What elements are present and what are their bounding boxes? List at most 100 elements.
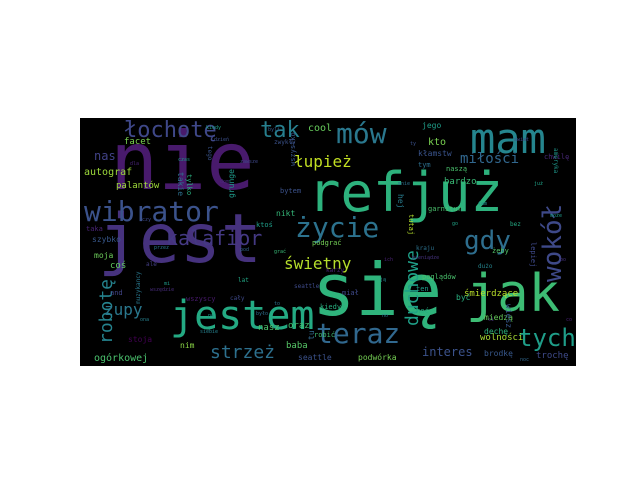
cloud-word: bytem <box>280 187 302 195</box>
cloud-word: wibrator <box>84 195 219 228</box>
cloud-word: co <box>566 317 573 323</box>
cloud-word: kiedyś <box>320 303 346 311</box>
cloud-word: seattle <box>294 283 320 290</box>
cloud-word: się <box>312 248 443 332</box>
cloud-word: kiedy <box>206 125 222 131</box>
cloud-word: miłości <box>460 151 520 167</box>
cloud-word: dom <box>220 179 230 185</box>
cloud-word: byli <box>268 127 281 133</box>
cloud-word: facet <box>124 137 152 147</box>
cloud-word: robić <box>314 331 336 339</box>
word-cloud: nie jest refjuż się jak jestem mam wibra… <box>80 118 576 366</box>
cloud-word: zwykły <box>274 139 296 146</box>
cloud-word: śmierdzące <box>464 289 519 299</box>
cloud-word: dzień <box>214 137 230 143</box>
cloud-word: nas <box>94 149 116 163</box>
cloud-word: wszyscy <box>186 295 216 303</box>
cloud-word: seattle <box>298 353 332 362</box>
cloud-word: zupy <box>104 300 143 319</box>
cloud-word: poglądów <box>422 273 456 281</box>
cloud-word: tego <box>206 146 213 161</box>
cloud-word: miał <box>342 289 359 297</box>
cloud-word: dużo <box>478 263 493 270</box>
cloud-word: jestem <box>170 293 315 339</box>
cloud-word: cool <box>308 123 333 134</box>
cloud-word: siebie <box>200 329 219 335</box>
cloud-word: strzeż <box>210 342 276 363</box>
cloud-word: trochę <box>536 351 569 361</box>
cloud-word: być <box>456 293 471 302</box>
cloud-word: lepiej <box>529 242 537 268</box>
cloud-word: and <box>110 289 123 297</box>
cloud-word: bo <box>560 257 567 263</box>
cloud-word: tak <box>260 118 300 143</box>
cloud-word: oraz <box>288 321 310 331</box>
cloud-word: muzykancy <box>135 271 142 304</box>
cloud-word: już <box>534 181 544 187</box>
cloud-word: jak <box>466 264 560 324</box>
cloud-word: bardzo <box>444 177 477 187</box>
cloud-word: lat <box>238 277 249 284</box>
cloud-word: mam <box>470 118 546 163</box>
cloud-word: żeby <box>492 247 509 255</box>
cloud-word: grunge <box>227 169 236 198</box>
cloud-word: po <box>208 313 215 319</box>
cloud-word: kalafior <box>166 226 263 250</box>
cloud-word: tym <box>418 161 431 169</box>
cloud-word: tylko <box>185 174 193 196</box>
cloud-word: zawsze <box>240 159 259 165</box>
cloud-word: chwilę <box>544 153 570 161</box>
cloud-word: kto <box>428 137 447 148</box>
cloud-word: wolności <box>480 333 524 343</box>
cloud-word: palantów <box>116 181 160 191</box>
cloud-word: taka <box>86 225 103 233</box>
cloud-word: hej <box>396 194 405 209</box>
cloud-word: tutaj <box>407 214 415 236</box>
cloud-word: świat <box>514 137 530 143</box>
cloud-word: ty <box>410 141 417 147</box>
cloud-word: cały <box>230 295 245 302</box>
cloud-word: nasz <box>258 323 280 333</box>
cloud-word: refjuż <box>308 161 504 224</box>
cloud-word: pieniądze <box>412 255 440 261</box>
cloud-word: gdy <box>464 226 511 256</box>
cloud-word: choć <box>412 307 429 315</box>
cloud-word: ją <box>380 277 387 283</box>
cloud-word: baba <box>286 341 308 351</box>
cloud-word: dechę <box>484 327 509 336</box>
cloud-word: ktoś <box>256 221 273 229</box>
cloud-word: karzy <box>326 267 345 274</box>
cloud-word: coś <box>110 261 127 271</box>
cloud-word: łochotę <box>124 118 217 143</box>
cloud-word: ameryka <box>552 148 559 174</box>
cloud-word: jego <box>422 121 442 130</box>
cloud-word: to <box>274 301 281 307</box>
cloud-word: tam <box>478 201 488 207</box>
cloud-word: bez <box>510 221 521 228</box>
cloud-word: no <box>382 313 389 319</box>
cloud-word: życie <box>295 211 380 244</box>
cloud-word: nim <box>180 341 195 350</box>
cloud-word: noc <box>520 357 530 363</box>
cloud-word: mnie <box>398 181 411 187</box>
cloud-word: wszędzie <box>150 287 175 293</box>
cloud-word: świetny <box>284 254 352 273</box>
cloud-word: ona <box>140 317 150 323</box>
cloud-word: tych <box>518 324 576 352</box>
cloud-word: mów <box>336 118 387 150</box>
cloud-word: przez <box>154 245 170 251</box>
cloud-word: tu <box>307 330 316 340</box>
cloud-word: szybko <box>92 235 121 244</box>
cloud-word: kraju <box>416 245 435 252</box>
cloud-word: ale <box>146 261 157 268</box>
cloud-word: moja <box>94 251 114 260</box>
cloud-word: podwórka <box>358 353 397 362</box>
cloud-word: podgrać <box>312 239 342 247</box>
cloud-word: ich <box>384 257 394 263</box>
cloud-word: takie <box>176 172 185 197</box>
cloud-word: jest <box>98 200 262 279</box>
cloud-word: ogórkowej <box>94 353 149 364</box>
cloud-word: pod <box>240 247 250 253</box>
cloud-word: autograf <box>84 167 133 178</box>
cloud-word: kłamstw <box>418 149 452 158</box>
